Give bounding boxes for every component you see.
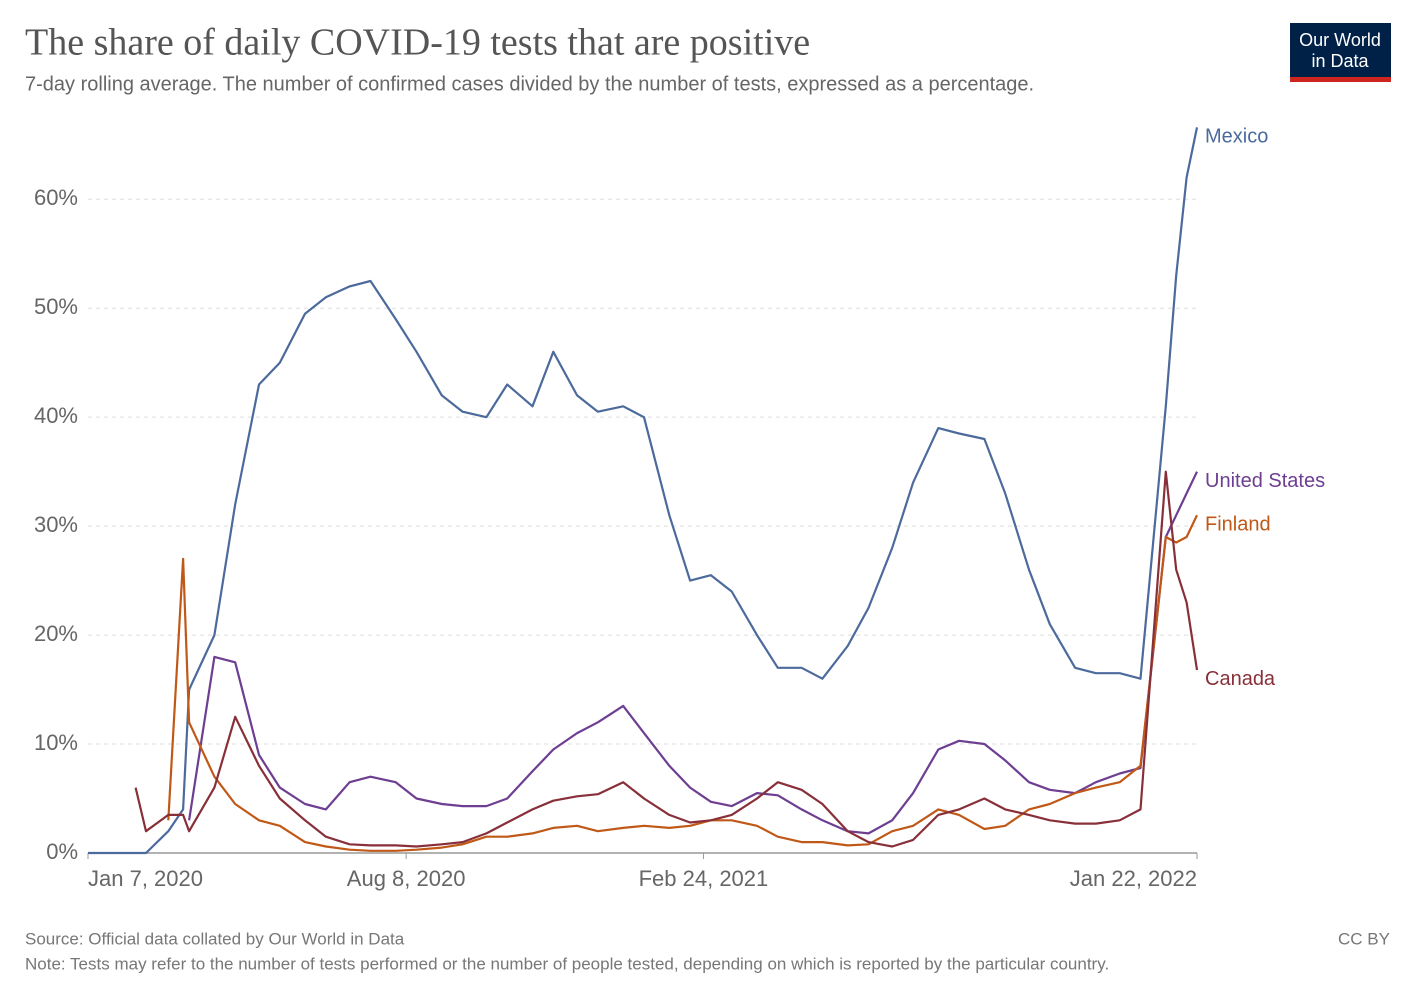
series-line bbox=[88, 127, 1199, 855]
x-tick-label: Jan 22, 2022 bbox=[1070, 866, 1197, 891]
license: CC BY bbox=[1338, 929, 1390, 948]
series-label: Canada bbox=[1205, 668, 1276, 690]
y-tick-label: 30% bbox=[34, 512, 78, 537]
series-line bbox=[134, 470, 1199, 848]
y-tick-label: 10% bbox=[34, 730, 78, 755]
series-label: Finland bbox=[1205, 514, 1271, 536]
logo-text: in Data bbox=[1311, 51, 1369, 71]
series-label: United States bbox=[1205, 470, 1325, 492]
y-tick-label: 60% bbox=[34, 185, 78, 210]
note: Note: Tests may refer to the number of t… bbox=[25, 954, 1109, 973]
y-tick-label: 20% bbox=[34, 621, 78, 646]
series-label: Mexico bbox=[1205, 126, 1268, 148]
series-line bbox=[167, 514, 1198, 852]
x-tick-label: Jan 7, 2020 bbox=[88, 866, 203, 891]
logo-bar bbox=[1290, 77, 1391, 82]
y-tick-label: 40% bbox=[34, 403, 78, 428]
chart-subtitle: 7-day rolling average. The number of con… bbox=[25, 73, 1034, 95]
logo-text: Our World bbox=[1299, 30, 1381, 50]
x-tick-label: Aug 8, 2020 bbox=[347, 866, 466, 891]
x-tick-label: Feb 24, 2021 bbox=[639, 866, 769, 891]
source: Source: Official data collated by Our Wo… bbox=[25, 929, 405, 948]
series-line bbox=[188, 471, 1198, 835]
y-tick-label: 50% bbox=[34, 294, 78, 319]
chart-title: The share of daily COVID-19 tests that a… bbox=[25, 22, 810, 64]
y-tick-label: 0% bbox=[46, 839, 78, 864]
logo-box bbox=[1290, 23, 1391, 77]
